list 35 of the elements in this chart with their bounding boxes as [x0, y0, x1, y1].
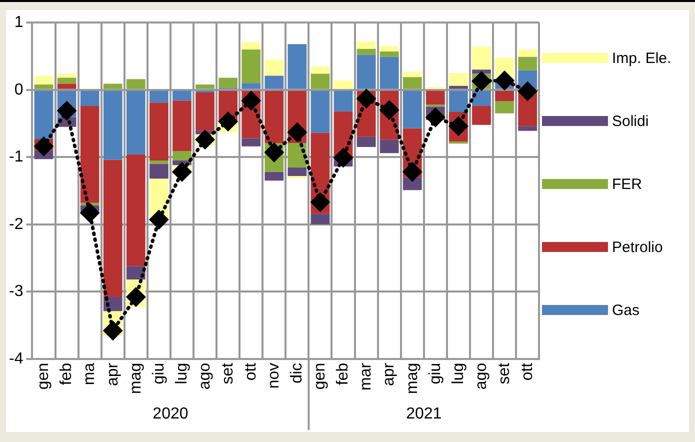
x-tick-label: mar: [358, 362, 375, 390]
legend-label: Solidi: [612, 112, 649, 130]
x-tick-label: feb: [334, 362, 352, 386]
y-tick-label: -3: [8, 283, 24, 300]
x-tick-label: ott: [518, 362, 536, 381]
x-tick-label: lug: [450, 362, 467, 384]
x-tick-label: mag: [404, 362, 421, 394]
legend-label: Gas: [612, 302, 640, 318]
legend-label: Imp. Ele.: [612, 50, 672, 66]
y-tick-label: -1: [8, 148, 24, 166]
x-tick-label: feb: [58, 362, 76, 386]
x-tick-label: dic: [288, 362, 306, 384]
y-tick-label: -2: [8, 216, 24, 233]
x-tick-label: ago: [196, 362, 214, 390]
x-tick-label: giu: [150, 362, 168, 384]
x-tick-label: giu: [426, 362, 444, 384]
y-tick-label: 0: [14, 81, 24, 98]
x-tick-label: lug: [173, 362, 190, 384]
x-tick-label: gen: [35, 362, 52, 390]
legend-label: FER: [612, 176, 642, 192]
x-tick-label: ma: [81, 362, 98, 386]
x-tick-label: gen: [312, 362, 329, 390]
x-tick-label: set: [219, 362, 236, 384]
text: 2020: [152, 405, 188, 422]
text: 2021: [406, 405, 442, 422]
x-tick-label: mag: [127, 362, 144, 394]
x-tick-label: ott: [242, 362, 260, 381]
x-tick-label: nov: [266, 362, 283, 389]
legend-label: Petrolio: [612, 238, 663, 256]
x-tick-label: set: [496, 362, 513, 384]
x-tick-label: apr: [104, 362, 122, 386]
x-tick-label: apr: [380, 362, 398, 386]
x-tick-label: ago: [472, 362, 490, 390]
y-tick-label: 1: [14, 14, 24, 32]
y-tick-label: -4: [8, 350, 24, 368]
